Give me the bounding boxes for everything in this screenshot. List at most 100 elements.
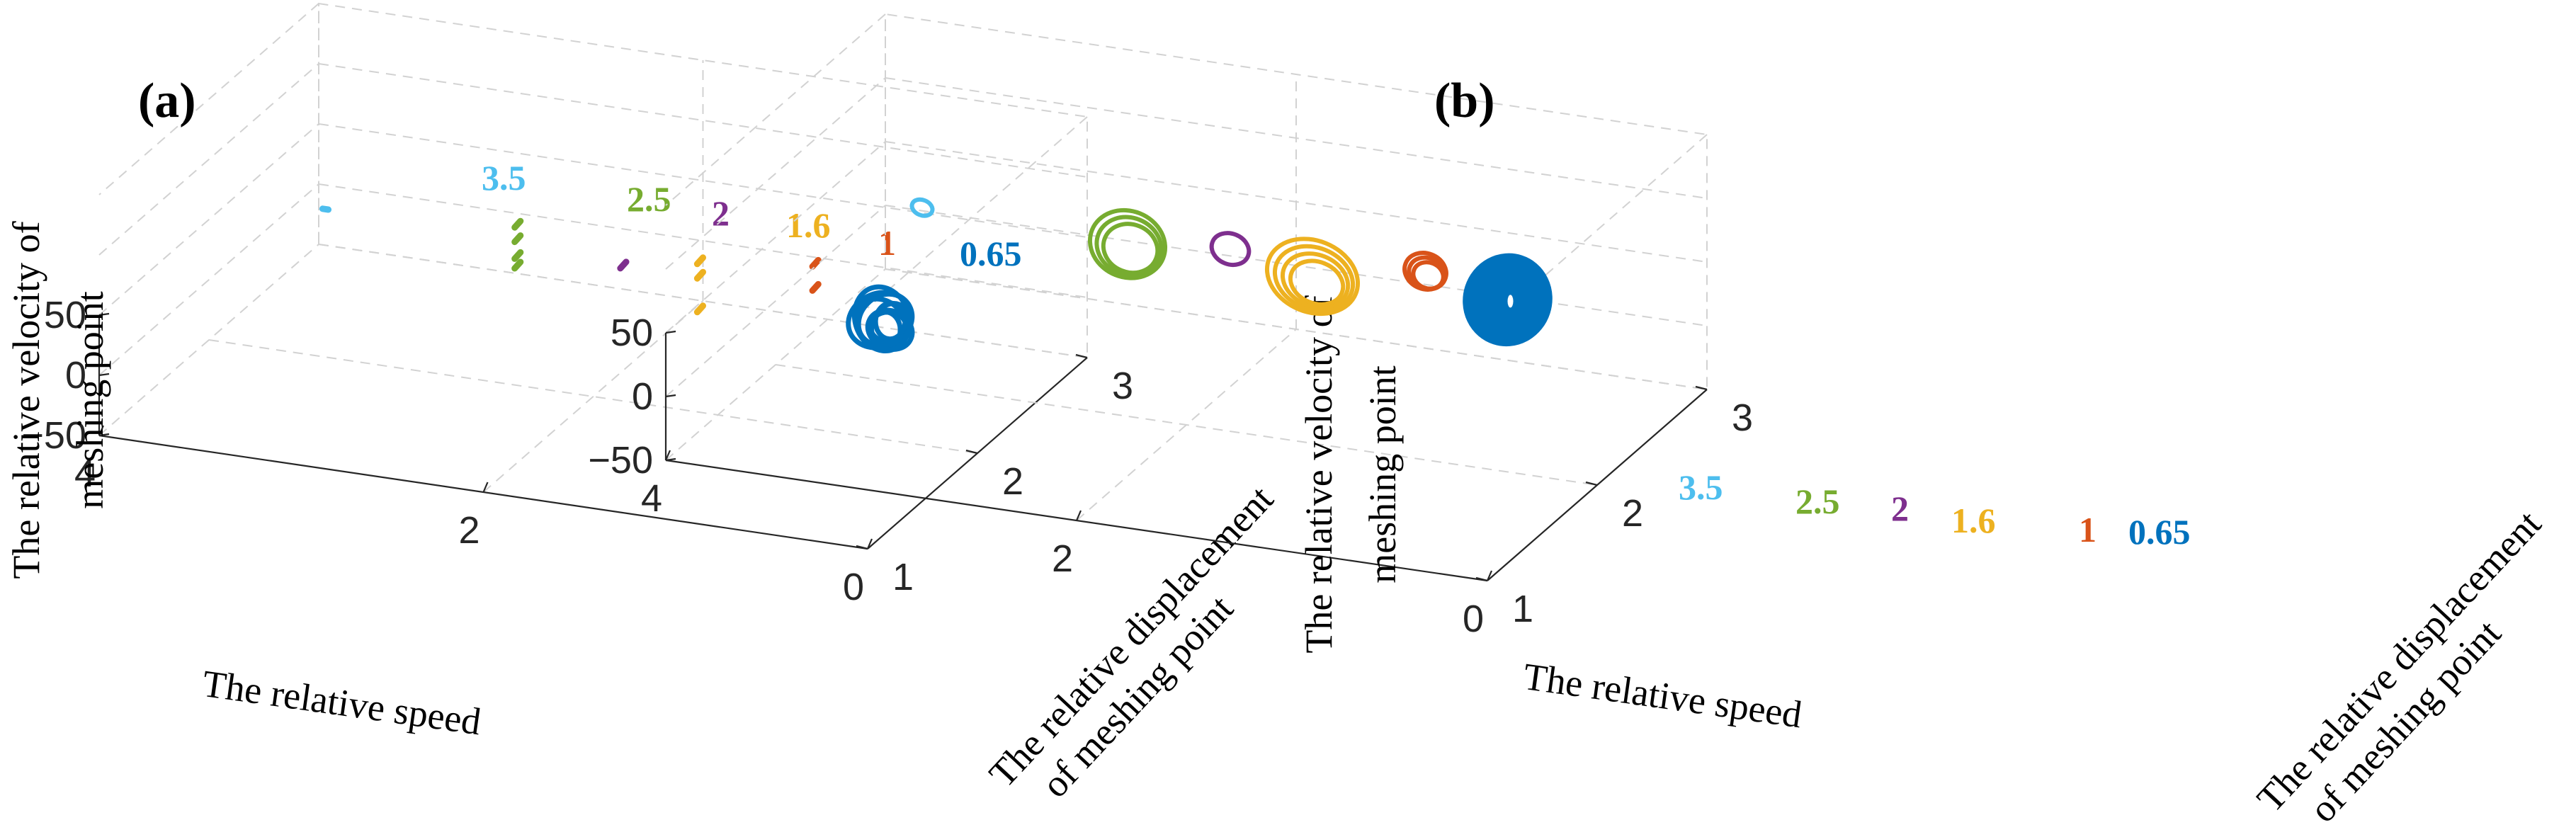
panel-label: (b) <box>1434 74 1495 128</box>
series-2-5: 2.5 <box>511 179 671 272</box>
grid-top-right <box>867 116 1088 309</box>
grid-left-horizontal <box>665 77 886 270</box>
y-tick-mark <box>856 545 868 550</box>
orbit-ring <box>1411 260 1446 291</box>
z-axis-label: The relative velocity of meshing point <box>5 221 111 579</box>
attractor-loop <box>865 307 915 352</box>
series-1: 1 <box>1402 251 2096 550</box>
data-point <box>693 268 706 282</box>
grid-top-left <box>98 3 319 195</box>
orbit-ring <box>1094 215 1164 278</box>
series-value-label: 2.5 <box>627 179 671 219</box>
y-axis-label-line-1: The relative displacement <box>2249 502 2549 820</box>
series-1-6: 1.6 <box>1264 237 1996 540</box>
series-value-label: 2.5 <box>1795 482 1840 521</box>
series-3-5: 3.5 <box>319 158 526 213</box>
data-point <box>617 258 630 272</box>
data-point <box>319 205 332 213</box>
grid-back-horizontal <box>318 123 1088 238</box>
series-value-label: 1.6 <box>786 205 831 245</box>
z-tick-mark <box>98 312 110 317</box>
grid-back-horizontal <box>318 183 1088 298</box>
x-tick-label: 0 <box>1463 598 1484 640</box>
x-tick-label: 4 <box>641 477 662 520</box>
series-value-label: 2 <box>712 193 730 233</box>
y-tick-label: 3 <box>1732 397 1753 439</box>
x-tick-label: 0 <box>843 566 864 608</box>
data-point <box>693 254 706 268</box>
grid-back-horizontal <box>318 63 1088 178</box>
grid-top-left <box>665 13 886 206</box>
y-axis-label: The relative displacementof meshing poin… <box>981 477 1315 826</box>
z-tick-label: 0 <box>65 354 86 397</box>
series-0-65: 0.65 <box>1463 253 2191 552</box>
x-tick-mark <box>1486 570 1493 581</box>
series-value-label: 1.6 <box>1951 501 1996 540</box>
grid-left-horizontal <box>98 123 319 316</box>
series-value-label: 3.5 <box>482 158 526 198</box>
x-tick-mark <box>866 538 873 550</box>
series-value-label: 3.5 <box>1679 467 1723 507</box>
grid-back-horizontal <box>318 244 1088 358</box>
z-tick-label: 50 <box>611 312 653 354</box>
orbit-ring <box>1280 251 1351 310</box>
orbit-ring <box>909 197 935 218</box>
series-2: 2 <box>617 193 730 272</box>
grid-left-horizontal <box>665 205 886 397</box>
grid-left-horizontal <box>98 183 319 376</box>
z-axis-label-line-1: The relative velocity of <box>1298 295 1340 653</box>
orbit-ring <box>1087 207 1168 280</box>
y-tick-label: 1 <box>892 556 914 598</box>
orbit-ring <box>1288 258 1346 307</box>
y-tick-mark <box>1695 385 1708 391</box>
grid-back-horizontal <box>885 141 1708 263</box>
y-tick-label: 3 <box>1112 365 1133 407</box>
z-tick-label: −50 <box>21 414 86 457</box>
orbit-ring <box>1264 237 1361 317</box>
data-point <box>809 280 822 294</box>
y-tick-mark <box>1475 576 1488 582</box>
orbit-filled <box>1463 253 1553 347</box>
z-tick-mark <box>98 372 110 377</box>
x-tick-mark <box>664 450 671 461</box>
grid-left-horizontal <box>98 63 319 256</box>
z-tick-label: −50 <box>588 439 653 482</box>
grid-back-horizontal <box>885 77 1708 199</box>
data-point <box>511 217 524 231</box>
grid-lines <box>98 2 1088 493</box>
series-3-5: 3.5 <box>909 197 1723 507</box>
y-tick-label: 2 <box>1622 492 1643 535</box>
data-point <box>511 258 524 272</box>
y-axis-label-line-1: The relative displacement <box>981 477 1281 795</box>
y-tick-mark <box>1585 481 1598 486</box>
orbit-ring <box>1101 222 1160 275</box>
data-point <box>511 232 524 246</box>
attractor-loop <box>846 290 915 351</box>
series-2-5: 2.5 <box>1087 207 1840 521</box>
x-tick-label: 2 <box>1052 537 1073 580</box>
series-value-label: 0.65 <box>960 234 1022 273</box>
series-0-65: 0.65 <box>846 234 1022 354</box>
y-tick-label: 2 <box>1002 460 1023 503</box>
attractor-loop <box>873 300 908 342</box>
series-1: 1 <box>809 223 896 294</box>
series-value-label: 2 <box>1891 489 1909 528</box>
attractor-loop <box>851 284 912 354</box>
data-point <box>809 256 822 270</box>
x-tick-mark <box>98 425 105 436</box>
z-axis-label: The relative velocity of meshing point <box>1298 295 1404 653</box>
y-axis-label: The relative displacementof meshing poin… <box>2249 502 2576 837</box>
orbit-ring <box>1272 244 1356 313</box>
z-axis-label-line-2: meshing point <box>1361 365 1404 583</box>
x-tick-label: 4 <box>74 452 96 495</box>
z-axis-label-line-1: The relative velocity of <box>5 221 47 579</box>
series-value-label: 1 <box>878 223 896 263</box>
z-tick-mark <box>665 394 676 398</box>
x-tick-mark <box>1075 510 1082 521</box>
orbit-ring <box>1209 231 1252 268</box>
panel-label: (a) <box>138 74 196 128</box>
grid-floor-y <box>208 339 978 454</box>
